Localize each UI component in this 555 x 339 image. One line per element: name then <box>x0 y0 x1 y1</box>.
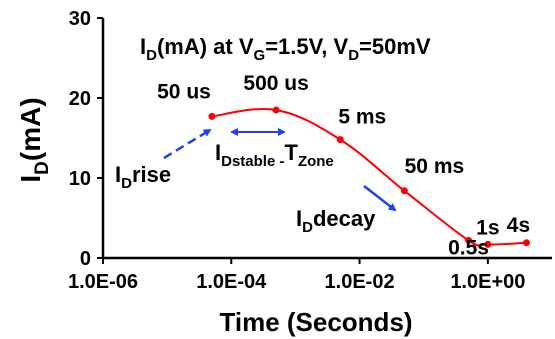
point-label: 50 ms <box>405 155 465 178</box>
series-point <box>208 112 216 120</box>
title-sub-3: D <box>348 47 359 64</box>
y-axis-title-unit: (mA) <box>15 97 46 161</box>
decay-label-sub: D <box>302 219 313 236</box>
y-ticks: 0 10 20 30 <box>69 8 103 270</box>
point-label: 500 us <box>243 72 308 95</box>
decay-label: IDdecay <box>296 206 376 236</box>
chart-title: ID(mA) at VG=1.5V, VD=50mV <box>140 34 431 64</box>
title-sub-1: D <box>146 47 157 64</box>
x-axis-title: Time (Seconds) <box>219 307 412 337</box>
series-point <box>336 136 344 144</box>
point-label: 50 us <box>157 80 211 103</box>
point-label: 4s <box>507 214 530 237</box>
rise-arrow <box>163 128 212 160</box>
stable-label-sub1: Dstable <box>221 153 275 170</box>
y-axis-title-sub: D <box>32 161 53 175</box>
y-axis-title-main: I <box>15 175 46 183</box>
x-tick-label: 1.0E-06 <box>68 271 138 293</box>
rise-label-rest: rise <box>132 162 171 187</box>
rise-label-main: I <box>115 162 121 187</box>
y-tick-label: 0 <box>80 248 91 270</box>
title-sub-2: G <box>254 47 266 64</box>
title-part-4: =50mV <box>359 34 431 59</box>
series-point <box>272 106 280 114</box>
stable-label-sub2: Zone <box>298 153 334 170</box>
y-tick-label: 10 <box>69 168 91 190</box>
rise-label-sub: D <box>121 175 132 192</box>
point-label: 0.5s <box>448 236 489 259</box>
decay-label-main: I <box>296 206 302 231</box>
point-label: 5 ms <box>338 106 386 129</box>
x-tick-label: 1.0E-02 <box>325 271 395 293</box>
point-label: 1s <box>476 216 499 239</box>
title-part-2: (mA) at V <box>157 34 254 59</box>
x-tick-label: 1.0E-04 <box>196 271 267 293</box>
rise-label: IDrise <box>115 162 171 192</box>
stable-label-main: I <box>215 140 221 165</box>
stable-label-t: T <box>284 140 298 165</box>
series-point <box>400 187 408 195</box>
x-tick-label: 1.0E+00 <box>450 271 525 293</box>
stable-label-sep: - <box>275 153 284 170</box>
y-tick-label: 30 <box>69 8 91 30</box>
y-axis-title: ID(mA) <box>15 97 53 182</box>
decay-label-rest: decay <box>313 206 376 231</box>
series-points <box>208 106 530 248</box>
series-point <box>484 240 492 248</box>
title-part-3: =1.5V, V <box>265 34 348 59</box>
x-ticks: 1.0E-06 1.0E-04 1.0E-02 1.0E+00 <box>68 258 525 293</box>
stable-label: IDstable -TZone <box>215 140 334 170</box>
decay-arrow <box>363 185 397 212</box>
series-point <box>522 239 530 247</box>
y-tick-label: 20 <box>69 88 91 110</box>
series-point <box>465 236 473 244</box>
title-part-1: I <box>140 34 146 59</box>
